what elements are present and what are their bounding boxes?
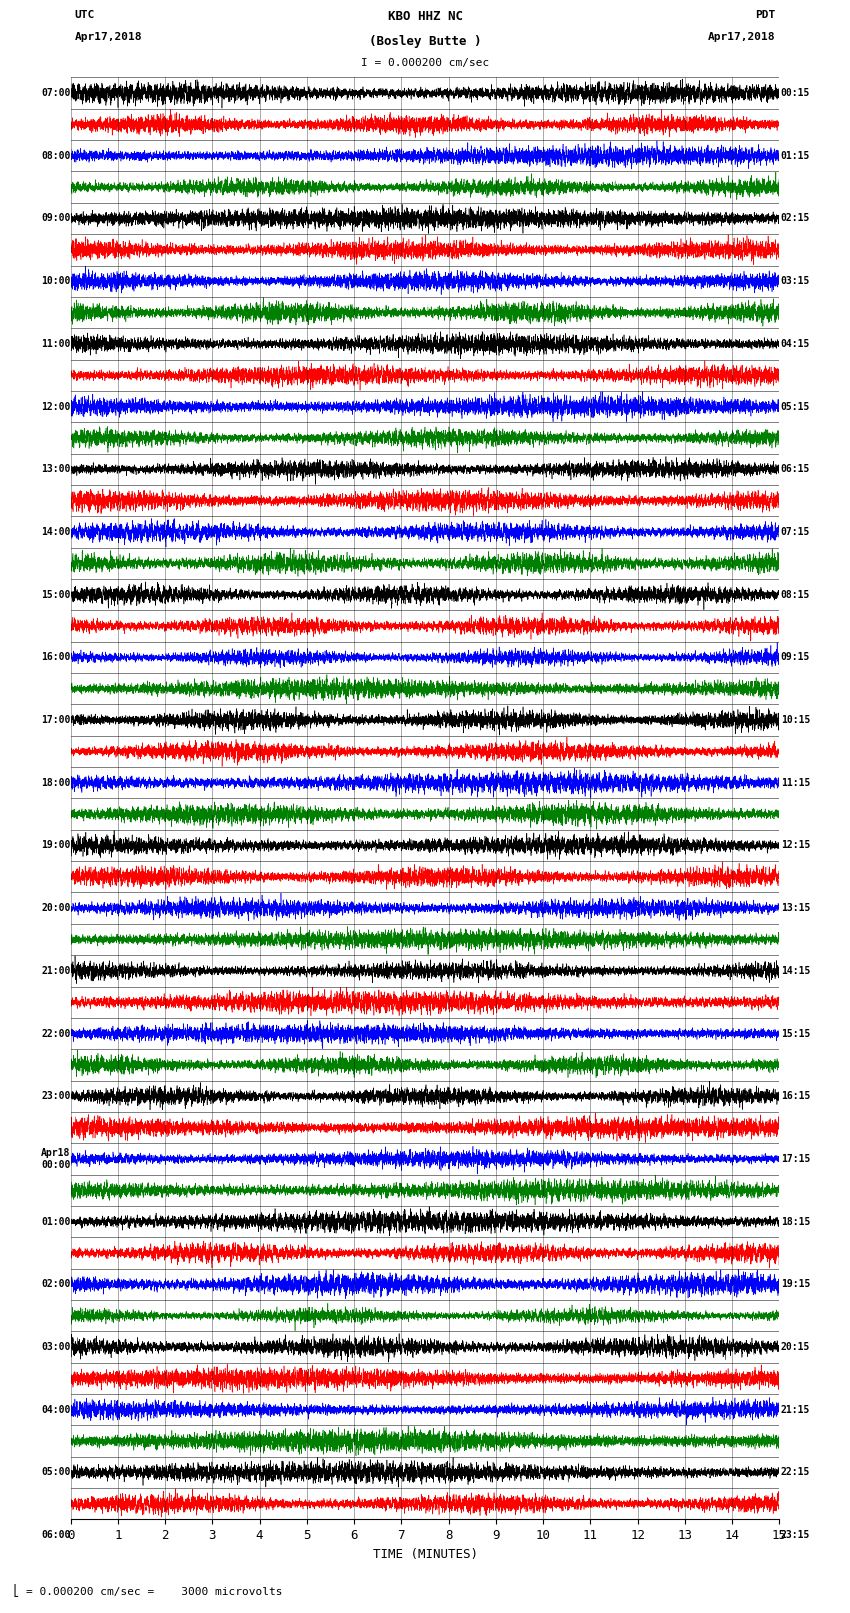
Text: 15:00: 15:00 [41,590,71,600]
Text: 03:00: 03:00 [41,1342,71,1352]
Text: 20:15: 20:15 [781,1342,810,1352]
Text: 18:15: 18:15 [781,1216,810,1226]
Text: 05:15: 05:15 [781,402,810,411]
Text: 04:15: 04:15 [781,339,810,348]
Text: 09:15: 09:15 [781,652,810,663]
Text: 20:00: 20:00 [41,903,71,913]
Text: 16:15: 16:15 [781,1092,810,1102]
Text: 19:00: 19:00 [41,840,71,850]
Text: 06:15: 06:15 [781,465,810,474]
Text: 21:00: 21:00 [41,966,71,976]
Text: 08:00: 08:00 [41,150,71,161]
Text: I = 0.000200 cm/sec: I = 0.000200 cm/sec [361,58,489,68]
Text: 15:15: 15:15 [781,1029,810,1039]
Text: 07:00: 07:00 [41,89,71,98]
Text: 09:00: 09:00 [41,213,71,224]
Text: 01:00: 01:00 [41,1216,71,1226]
Text: 23:15: 23:15 [781,1531,810,1540]
Text: Apr17,2018: Apr17,2018 [708,32,775,42]
Text: 13:15: 13:15 [781,903,810,913]
Text: 19:15: 19:15 [781,1279,810,1289]
Text: PDT: PDT [755,10,775,19]
Text: 21:15: 21:15 [781,1405,810,1415]
Text: 10:00: 10:00 [41,276,71,286]
Text: 22:00: 22:00 [41,1029,71,1039]
Text: 23:00: 23:00 [41,1092,71,1102]
Text: 01:15: 01:15 [781,150,810,161]
Text: 00:15: 00:15 [781,89,810,98]
Text: Apr17,2018: Apr17,2018 [75,32,142,42]
Text: 11:00: 11:00 [41,339,71,348]
Text: 17:00: 17:00 [41,715,71,726]
Text: 02:15: 02:15 [781,213,810,224]
Text: (Bosley Butte ): (Bosley Butte ) [369,35,481,48]
Text: 18:00: 18:00 [41,777,71,787]
Text: 13:00: 13:00 [41,465,71,474]
Text: 16:00: 16:00 [41,652,71,663]
Text: 10:15: 10:15 [781,715,810,726]
Text: 11:15: 11:15 [781,777,810,787]
Text: Apr18: Apr18 [41,1148,71,1158]
Text: 22:15: 22:15 [781,1468,810,1478]
Text: 08:15: 08:15 [781,590,810,600]
Text: 03:15: 03:15 [781,276,810,286]
Text: KBO HHZ NC: KBO HHZ NC [388,10,462,23]
Text: 04:00: 04:00 [41,1405,71,1415]
Text: 05:00: 05:00 [41,1468,71,1478]
Text: 14:15: 14:15 [781,966,810,976]
Text: 02:00: 02:00 [41,1279,71,1289]
Text: = 0.000200 cm/sec =    3000 microvolts: = 0.000200 cm/sec = 3000 microvolts [26,1587,282,1597]
Text: 00:00: 00:00 [41,1160,71,1169]
X-axis label: TIME (MINUTES): TIME (MINUTES) [372,1548,478,1561]
Text: 07:15: 07:15 [781,527,810,537]
Text: UTC: UTC [75,10,95,19]
Text: 12:15: 12:15 [781,840,810,850]
Text: 12:00: 12:00 [41,402,71,411]
Text: ⎣: ⎣ [13,1584,20,1597]
Text: 17:15: 17:15 [781,1153,810,1165]
Text: 06:00: 06:00 [41,1531,71,1540]
Text: 14:00: 14:00 [41,527,71,537]
